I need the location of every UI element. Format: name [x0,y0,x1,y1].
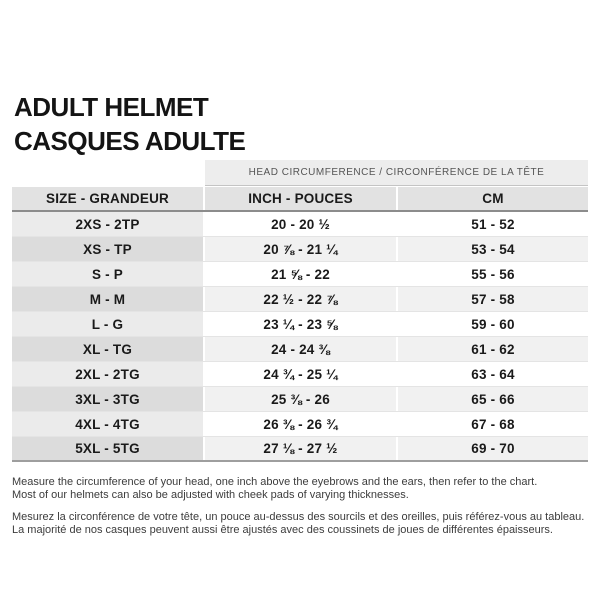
table-row: 3XL - 3TG 25 ⅜ - 26 65 - 66 [12,387,588,412]
inch-cell: 26 ⅜ - 26 ¾ [205,412,396,436]
footer-note-en-line1: Measure the circumference of your head, … [12,476,538,488]
inch-cell: 24 - 24 ⅜ [205,337,396,361]
cm-cell: 55 - 56 [398,262,588,286]
inch-cell: 23 ¼ - 23 ⅝ [205,312,396,336]
cm-cell: 53 - 54 [398,237,588,261]
table-row: 2XS - 2TP 20 - 20 ½ 51 - 52 [12,212,588,237]
table-row: M - M 22 ½ - 22 ⅞ 57 - 58 [12,287,588,312]
footer-note-fr: Mesurez la circonférence de votre tête, … [12,511,594,536]
page-title-line-en: ADULT HELMET [14,92,209,122]
column-header-cm: CM [398,187,588,210]
footer-note-en-line2: Most of our helmets can also be adjusted… [12,488,409,501]
cm-cell: 59 - 60 [398,312,588,336]
footer-note-fr-line1: Mesurez la circonférence de votre tête, … [12,511,585,523]
size-cell: 2XL - 2TG [12,362,203,386]
cm-cell: 67 - 68 [398,412,588,436]
size-cell: 3XL - 3TG [12,387,203,411]
table-header-row: SIZE - GRANDEUR INCH - POUCES CM [12,187,588,212]
table-row: L - G 23 ¼ - 23 ⅝ 59 - 60 [12,312,588,337]
inch-cell: 25 ⅜ - 26 [205,387,396,411]
size-chart-table: SIZE - GRANDEUR INCH - POUCES CM 2XS - 2… [12,187,588,462]
table-row: S - P 21 ⅝ - 22 55 - 56 [12,262,588,287]
inch-cell: 27 ⅛ - 27 ½ [205,437,396,460]
table-row: XL - TG 24 - 24 ⅜ 61 - 62 [12,337,588,362]
column-header-size: SIZE - GRANDEUR [12,187,203,210]
footer-note-en: Measure the circumference of your head, … [12,476,594,501]
head-circumference-span-header: HEAD CIRCUMFERENCE / CIRCONFÉRENCE DE LA… [205,160,588,186]
size-cell: S - P [12,262,203,286]
table-row: 2XL - 2TG 24 ¾ - 25 ¼ 63 - 64 [12,362,588,387]
footer-note-fr-line2: La majorité de nos casques peuvent aussi… [12,523,553,536]
inch-cell: 21 ⅝ - 22 [205,262,396,286]
inch-cell: 24 ¾ - 25 ¼ [205,362,396,386]
size-cell: XS - TP [12,237,203,261]
inch-cell: 22 ½ - 22 ⅞ [205,287,396,311]
size-cell: L - G [12,312,203,336]
size-cell: XL - TG [12,337,203,361]
cm-cell: 51 - 52 [398,212,588,236]
cm-cell: 57 - 58 [398,287,588,311]
cm-cell: 63 - 64 [398,362,588,386]
inch-cell: 20 - 20 ½ [205,212,396,236]
cm-cell: 65 - 66 [398,387,588,411]
column-header-inch: INCH - POUCES [205,187,396,210]
measurement-notes: Measure the circumference of your head, … [12,476,594,546]
table-row: XS - TP 20 ⅞ - 21 ¼ 53 - 54 [12,237,588,262]
table-row: 5XL - 5TG 27 ⅛ - 27 ½ 69 - 70 [12,437,588,462]
size-cell: 2XS - 2TP [12,212,203,236]
size-cell: 5XL - 5TG [12,437,203,460]
cm-cell: 61 - 62 [398,337,588,361]
cm-cell: 69 - 70 [398,437,588,460]
table-row: 4XL - 4TG 26 ⅜ - 26 ¾ 67 - 68 [12,412,588,437]
page-title-line-fr: CASQUES ADULTE [14,126,246,156]
size-cell: 4XL - 4TG [12,412,203,436]
inch-cell: 20 ⅞ - 21 ¼ [205,237,396,261]
table-body: 2XS - 2TP 20 - 20 ½ 51 - 52 XS - TP 20 ⅞… [12,212,588,462]
size-cell: M - M [12,287,203,311]
page-title: ADULT HELMET CASQUES ADULTE [14,90,246,158]
